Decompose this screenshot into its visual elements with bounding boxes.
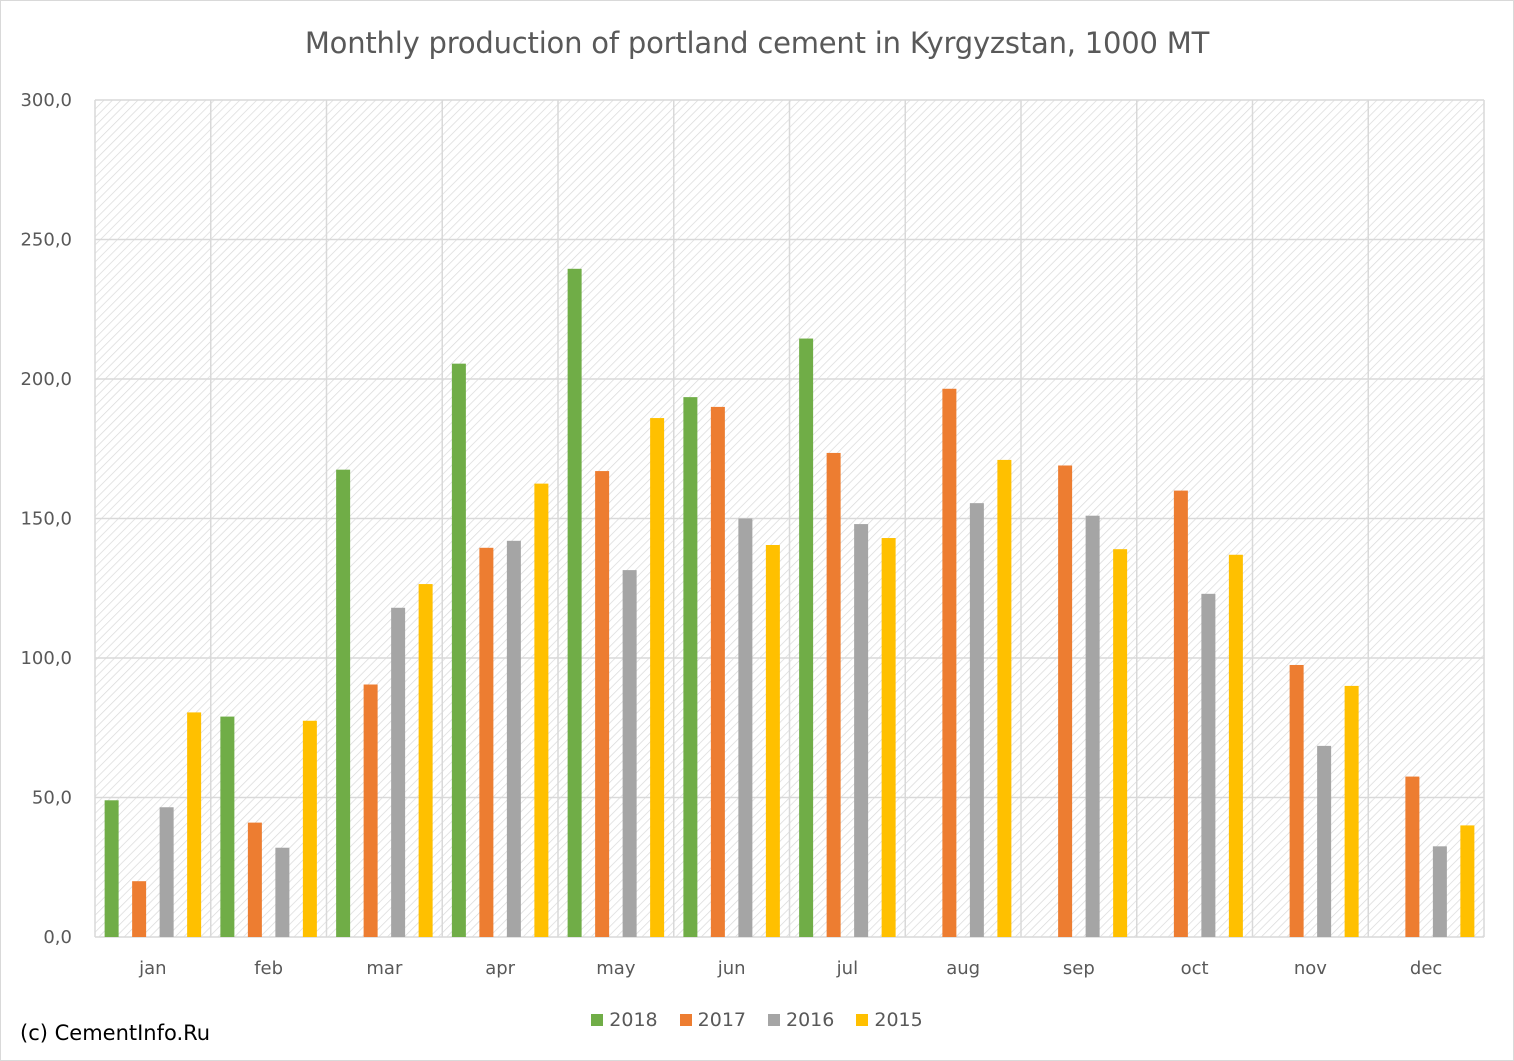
bar-2015-jun [765,545,780,937]
bar-2018-apr [451,363,466,937]
y-tick-label: 150,0 [20,509,72,530]
legend: 2018 2017 2016 2015 [0,1009,1514,1031]
y-tick-label: 100,0 [20,648,72,669]
x-tick-label: jan [138,958,166,979]
bar-2015-dec [1460,825,1475,937]
bar-2016-feb [275,847,290,937]
bar-2017-feb [247,822,262,937]
bar-2015-may [650,418,665,937]
bar-2016-may [622,570,637,937]
bars [104,268,1475,937]
y-tick-label: 300,0 [20,90,72,111]
y-axis-ticks: 0,0 50,0 100,0 150,0 200,0 250,0 300,0 [20,90,72,948]
bar-2016-sep [1085,515,1100,937]
bar-2017-mar [363,684,378,937]
bar-2018-feb [220,716,235,937]
legend-label: 2017 [697,1009,746,1031]
bar-2015-jan [187,712,202,937]
bar-2015-jul [881,538,896,937]
x-tick-label: apr [485,958,515,979]
x-tick-label: mar [366,958,403,979]
legend-item-2017: 2017 [679,1009,746,1031]
legend-label: 2016 [786,1009,835,1031]
bar-2015-nov [1344,685,1359,937]
bar-2016-mar [391,607,406,937]
bar-2017-jul [826,452,841,937]
x-tick-label: aug [946,958,980,979]
y-tick-label: 200,0 [20,369,72,390]
x-tick-label: feb [254,958,283,979]
x-tick-label: may [596,958,636,979]
bar-2015-sep [1113,549,1128,937]
legend-label: 2018 [609,1009,658,1031]
x-axis-ticks: jan feb mar apr may jun jul aug sep oct nov dec [138,958,1442,979]
bar-2017-aug [942,388,957,937]
bar-2018-mar [336,469,351,937]
legend-swatch [679,1014,692,1026]
bar-2016-jul [854,524,869,937]
bar-2017-jan [132,881,147,937]
chart-title: Monthly production of portland cement in… [304,26,1210,60]
bar-2015-mar [418,584,433,937]
bar-2016-nov [1317,745,1332,937]
bar-2016-dec [1432,846,1447,937]
bar-2016-oct [1201,593,1216,937]
copyright-text: (c) CementInfo.Ru [20,1021,211,1045]
legend-label: 2015 [874,1009,923,1031]
bar-2018-jul [799,338,814,937]
bar-2015-apr [534,483,549,937]
legend-swatch [591,1014,604,1026]
bar-2018-jun [683,397,698,937]
bar-2017-nov [1289,664,1304,937]
x-tick-label: nov [1294,958,1327,979]
bar-2016-jan [159,807,174,937]
x-tick-label: sep [1063,958,1095,979]
legend-item-2015: 2015 [856,1009,923,1031]
legend-swatch [768,1014,780,1026]
bar-2015-aug [997,459,1012,937]
bar-2017-jun [710,406,725,937]
bar-2016-apr [506,540,521,937]
x-tick-label: jun [717,958,746,979]
bar-2017-apr [479,547,494,937]
y-tick-label: 50,0 [32,788,72,809]
bar-2017-sep [1058,465,1073,937]
bar-2015-oct [1228,554,1243,937]
bar-2018-may [567,268,582,937]
bar-2016-aug [969,503,984,937]
bar-2018-jan [104,800,119,937]
legend-swatch [856,1014,869,1026]
bar-2017-may [595,471,610,937]
y-tick-label: 250,0 [20,230,72,251]
legend-item-2016: 2016 [768,1009,834,1031]
y-tick-label: 0,0 [43,927,72,948]
x-tick-label: oct [1181,958,1209,979]
bar-2017-dec [1405,776,1420,937]
bar-2017-oct [1173,490,1188,937]
x-tick-label: dec [1410,958,1442,979]
bar-2016-jun [738,518,753,937]
gridlines [94,99,1485,938]
legend-item-2018: 2018 [591,1009,658,1031]
bar-2015-feb [302,720,317,937]
x-tick-label: jul [836,958,858,979]
